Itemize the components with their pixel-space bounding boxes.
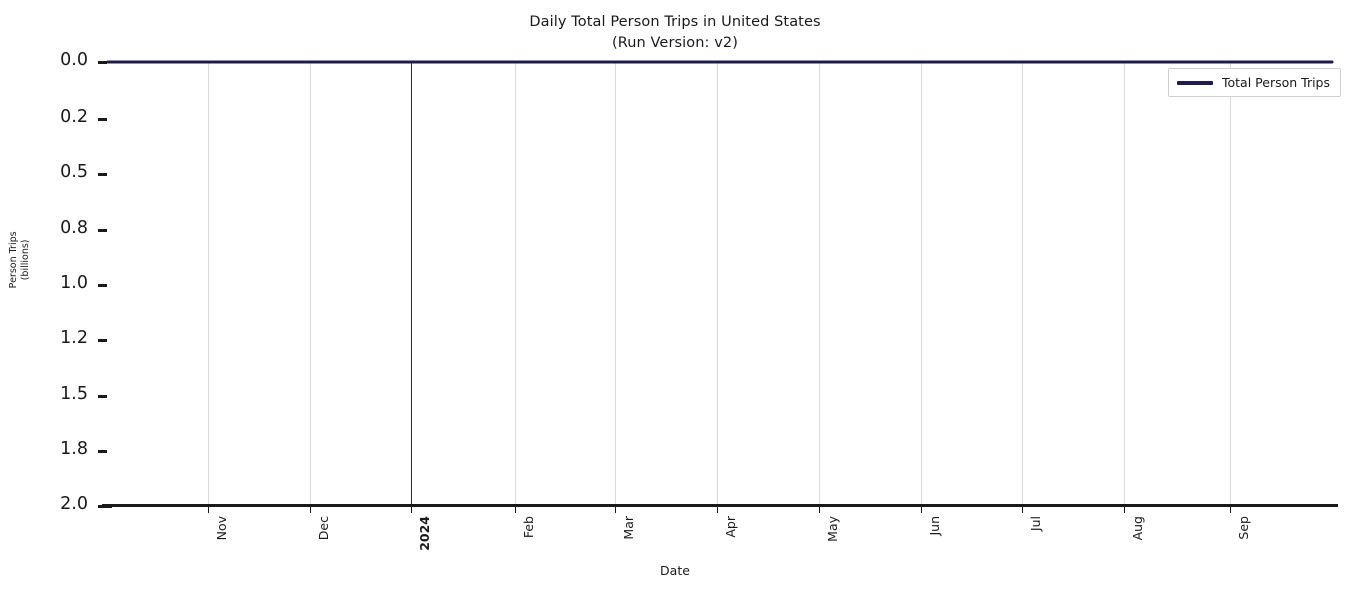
x-tick-mark	[921, 506, 922, 513]
x-axis-title: Date	[660, 563, 690, 578]
y-tick-mark	[98, 450, 107, 453]
x-tick-label: Jun	[927, 516, 942, 536]
y-tick-label: 1.5	[60, 384, 88, 404]
x-axis-spine	[102, 504, 1338, 507]
x-tick-label: Dec	[316, 516, 331, 541]
x-tick-label: 2024	[417, 516, 432, 551]
x-tick-mark	[819, 506, 820, 513]
y-tick-label: 0.8	[60, 218, 88, 238]
y-tick-label: 1.8	[60, 439, 88, 459]
x-tick-label: Apr	[723, 516, 738, 538]
y-axis-title: Person Trips (billions)	[8, 200, 32, 320]
x-tick-label: Sep	[1236, 516, 1251, 540]
y-tick-mark	[98, 284, 107, 287]
y-tick-mark	[98, 339, 107, 342]
x-tick-mark	[1230, 506, 1231, 513]
y-tick-label: 0.5	[60, 162, 88, 182]
y-tick-label: 0.0	[60, 50, 88, 70]
chart-title: Daily Total Person Trips in United State…	[0, 12, 1350, 54]
y-tick-mark	[98, 395, 107, 398]
y-tick-mark	[98, 61, 107, 64]
chart-title-line2: (Run Version: v2)	[611, 35, 739, 52]
x-tick-label: Aug	[1130, 516, 1145, 541]
year-boundary-gridline	[411, 62, 412, 506]
gridline	[208, 62, 209, 506]
x-tick-mark	[310, 506, 311, 513]
x-tick-mark	[1124, 506, 1125, 513]
plot-area	[108, 62, 1332, 506]
gridline	[717, 62, 718, 506]
x-tick-mark	[515, 506, 516, 513]
y-tick-label: 0.2	[60, 107, 88, 127]
y-tick-mark	[98, 118, 107, 121]
legend-swatch-total-person-trips	[1177, 80, 1213, 85]
series-canvas	[108, 62, 1332, 506]
y-tick-label: 1.0	[60, 273, 88, 293]
y-axis-ticks: 0.0 0.2 0.5 0.8 1.0 1.2 1.5 1.8 2.0	[0, 0, 112, 600]
y-tick-label: 1.2	[60, 328, 88, 348]
x-tick-label: Feb	[521, 516, 536, 539]
x-tick-label: May	[825, 516, 840, 542]
x-tick-mark	[208, 506, 209, 513]
y-axis-title-line1: Person Trips	[8, 231, 20, 289]
gridline	[1124, 62, 1125, 506]
x-tick-mark	[1022, 506, 1023, 513]
x-tick-mark	[615, 506, 616, 513]
gridline	[819, 62, 820, 506]
y-tick-label: 2.0	[60, 494, 88, 514]
legend-label-total-person-trips: Total Person Trips	[1222, 75, 1331, 90]
y-tick-mark	[98, 229, 107, 232]
x-tick-mark	[411, 506, 412, 513]
gridline	[615, 62, 616, 506]
gridline	[921, 62, 922, 506]
y-tick-mark	[98, 173, 107, 176]
x-tick-label: Mar	[621, 516, 636, 540]
gridline	[310, 62, 311, 506]
gridline	[1022, 62, 1023, 506]
chart-title-line1: Daily Total Person Trips in United State…	[529, 14, 821, 30]
x-tick-mark	[717, 506, 718, 513]
gridline	[515, 62, 516, 506]
x-tick-label: Nov	[214, 516, 229, 541]
y-axis-title-line2: (billions)	[20, 239, 31, 281]
chart-legend[interactable]: Total Person Trips	[1168, 68, 1342, 97]
x-tick-label: Jul	[1028, 516, 1043, 532]
gridline	[1230, 62, 1231, 506]
